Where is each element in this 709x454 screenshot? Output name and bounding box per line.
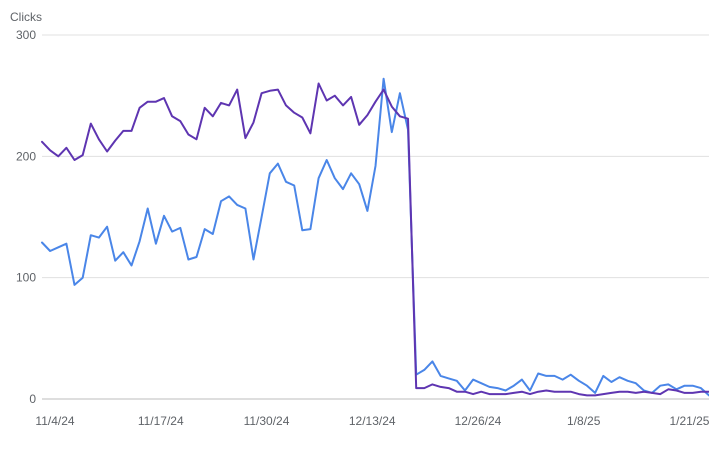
x-tick-labels: 11/4/24 11/17/24 11/30/24 12/13/24 12/26/24 1… xyxy=(35,414,709,428)
x-tick-label: 12/13/24 xyxy=(349,414,396,428)
y-tick-label: 100 xyxy=(16,271,36,285)
series-line-1 xyxy=(41,77,709,397)
x-tick-label: 1/21/25 xyxy=(669,414,709,428)
x-tick-label: 1/8/25 xyxy=(567,414,601,428)
gridlines xyxy=(42,34,709,400)
y-axis-label: Clicks xyxy=(10,10,42,24)
y-tick-label: 200 xyxy=(16,149,36,163)
series-lines xyxy=(41,77,709,397)
y-tick-label: 300 xyxy=(16,28,36,42)
x-tick-label: 11/4/24 xyxy=(35,414,74,428)
x-tick-label: 11/17/24 xyxy=(138,414,184,428)
x-tick-label: 11/30/24 xyxy=(244,414,290,428)
series-line-2 xyxy=(41,82,709,397)
y-tick-labels: 0 100 200 300 xyxy=(16,28,36,406)
x-tick-label: 12/26/24 xyxy=(455,414,502,428)
y-tick-label: 0 xyxy=(29,392,36,406)
